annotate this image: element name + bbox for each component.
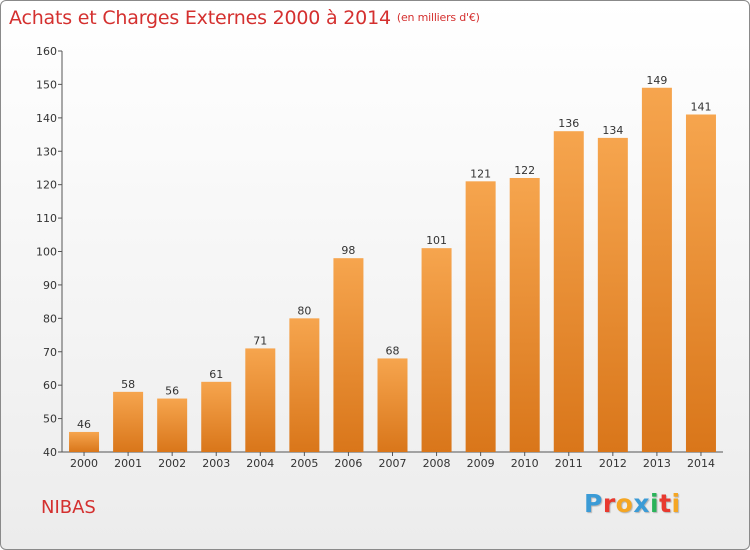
bar — [421, 248, 452, 452]
y-tick-label: 80 — [43, 312, 57, 325]
bar — [553, 131, 584, 452]
logo-letter: r — [602, 489, 616, 518]
bar-value-label: 141 — [690, 100, 711, 113]
title-unit: (en milliers d'€) — [396, 11, 480, 24]
x-tick-label: 2007 — [379, 457, 407, 470]
logo-letter: i — [650, 489, 660, 518]
y-tick-label: 100 — [36, 246, 57, 259]
x-tick-label: 2003 — [202, 457, 230, 470]
y-tick-label: 120 — [36, 179, 57, 192]
x-tick-label: 2010 — [511, 457, 539, 470]
logo-letter: o — [615, 489, 634, 518]
x-tick-label: 2005 — [290, 457, 318, 470]
x-tick-label: 2004 — [246, 457, 274, 470]
bar — [641, 87, 672, 452]
x-tick-label: 2002 — [158, 457, 186, 470]
bar — [333, 258, 364, 452]
chart-title: Achats et Charges Externes 2000 à 2014 (e… — [9, 7, 480, 29]
bar — [289, 318, 320, 452]
proxiti-logo: Proxiti — [584, 489, 681, 518]
bar-value-label: 56 — [165, 385, 179, 398]
y-tick-label: 150 — [36, 78, 57, 91]
x-tick-label: 2008 — [423, 457, 451, 470]
bar-value-label: 80 — [297, 304, 311, 317]
logo-letter: x — [633, 489, 650, 518]
bar-value-label: 101 — [426, 234, 447, 247]
bar — [377, 358, 408, 452]
logo-letter: t — [659, 489, 672, 518]
bar-value-label: 68 — [386, 344, 400, 357]
y-tick-label: 50 — [43, 413, 57, 426]
x-tick-label: 2011 — [555, 457, 583, 470]
bar — [465, 181, 496, 452]
x-tick-label: 2012 — [599, 457, 627, 470]
commune-name: NIBAS — [41, 497, 96, 518]
x-tick-label: 2006 — [334, 457, 362, 470]
x-tick-label: 2014 — [687, 457, 715, 470]
logo-letter: i — [671, 489, 681, 518]
y-tick-label: 70 — [43, 346, 57, 359]
bar — [597, 137, 628, 452]
y-tick-label: 140 — [36, 112, 57, 125]
bar-value-label: 136 — [558, 117, 579, 130]
y-tick-label: 40 — [43, 446, 57, 459]
bar — [245, 348, 276, 452]
y-tick-label: 160 — [36, 45, 57, 58]
y-tick-label: 60 — [43, 379, 57, 392]
x-tick-label: 2009 — [467, 457, 495, 470]
bar-value-label: 122 — [514, 164, 535, 177]
bar — [157, 398, 188, 452]
bar-value-label: 98 — [341, 244, 355, 257]
bar-value-label: 149 — [646, 74, 667, 87]
bar-value-label: 121 — [470, 167, 491, 180]
bar-value-label: 71 — [253, 334, 267, 347]
bar-value-label: 58 — [121, 378, 135, 391]
bar — [113, 391, 144, 452]
bar — [69, 431, 100, 452]
y-tick-label: 110 — [36, 212, 57, 225]
bar — [509, 177, 540, 452]
title-text: Achats et Charges Externes 2000 à 2014 — [9, 7, 391, 29]
bar-value-label: 134 — [602, 124, 623, 137]
x-tick-label: 2001 — [114, 457, 142, 470]
bar-value-label: 46 — [77, 418, 91, 431]
bar — [201, 381, 232, 452]
x-tick-label: 2013 — [643, 457, 671, 470]
bar — [685, 114, 716, 452]
x-tick-label: 2000 — [70, 457, 98, 470]
y-tick-label: 90 — [43, 279, 57, 292]
logo-letter: P — [584, 489, 603, 518]
bar-value-label: 61 — [209, 368, 223, 381]
y-tick-label: 130 — [36, 145, 57, 158]
